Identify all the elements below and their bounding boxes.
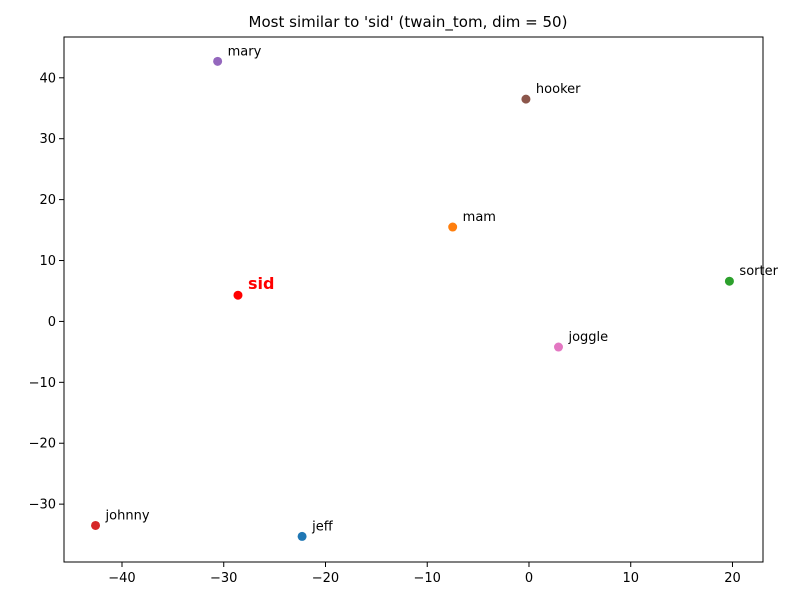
data-point-hooker [521, 94, 531, 104]
data-points: sid jeff mam sorter johnny mary hooker joggle [91, 44, 779, 541]
y-tick-label: 20 [39, 193, 56, 208]
y-tick-label: −10 [29, 376, 56, 391]
data-point-mam [448, 222, 458, 232]
x-tick-label: −10 [414, 571, 441, 586]
y-tick-label: −20 [29, 437, 56, 452]
y-tick-label: 30 [39, 132, 56, 147]
x-tick-label: −30 [210, 571, 237, 586]
point-label-johnny: johnny [105, 508, 150, 523]
y-tick-label: 10 [39, 254, 56, 269]
x-tick-label: 0 [525, 571, 533, 586]
data-point-jeff [297, 531, 307, 541]
data-point-joggle [553, 342, 563, 352]
y-tick-label: 40 [39, 71, 56, 86]
chart-title: Most similar to 'sid' (twain_tom, dim = … [249, 13, 568, 32]
x-tick-label: −20 [312, 571, 339, 586]
y-tick-label: −30 [29, 498, 56, 513]
x-tick-label: 10 [622, 571, 639, 586]
x-tick-label: 20 [724, 571, 741, 586]
point-label-mam: mam [463, 210, 496, 225]
data-point-johnny [91, 520, 101, 530]
data-point-mary [213, 56, 223, 66]
x-axis: −40 −30 −20 −10 0 10 20 [108, 562, 741, 586]
point-label-joggle: joggle [567, 330, 608, 345]
y-axis: −30 −20 −10 0 10 20 30 40 [29, 71, 64, 513]
point-label-sorter: sorter [739, 264, 778, 279]
y-tick-label: 0 [48, 315, 56, 330]
data-point-sorter [724, 276, 734, 286]
point-label-hooker: hooker [536, 82, 581, 97]
data-point-sid [233, 290, 243, 300]
point-label-jeff: jeff [311, 519, 334, 534]
plot-frame [63, 36, 764, 563]
point-label-sid: sid [248, 274, 274, 293]
x-tick-label: −40 [108, 571, 135, 586]
point-label-mary: mary [228, 44, 262, 59]
